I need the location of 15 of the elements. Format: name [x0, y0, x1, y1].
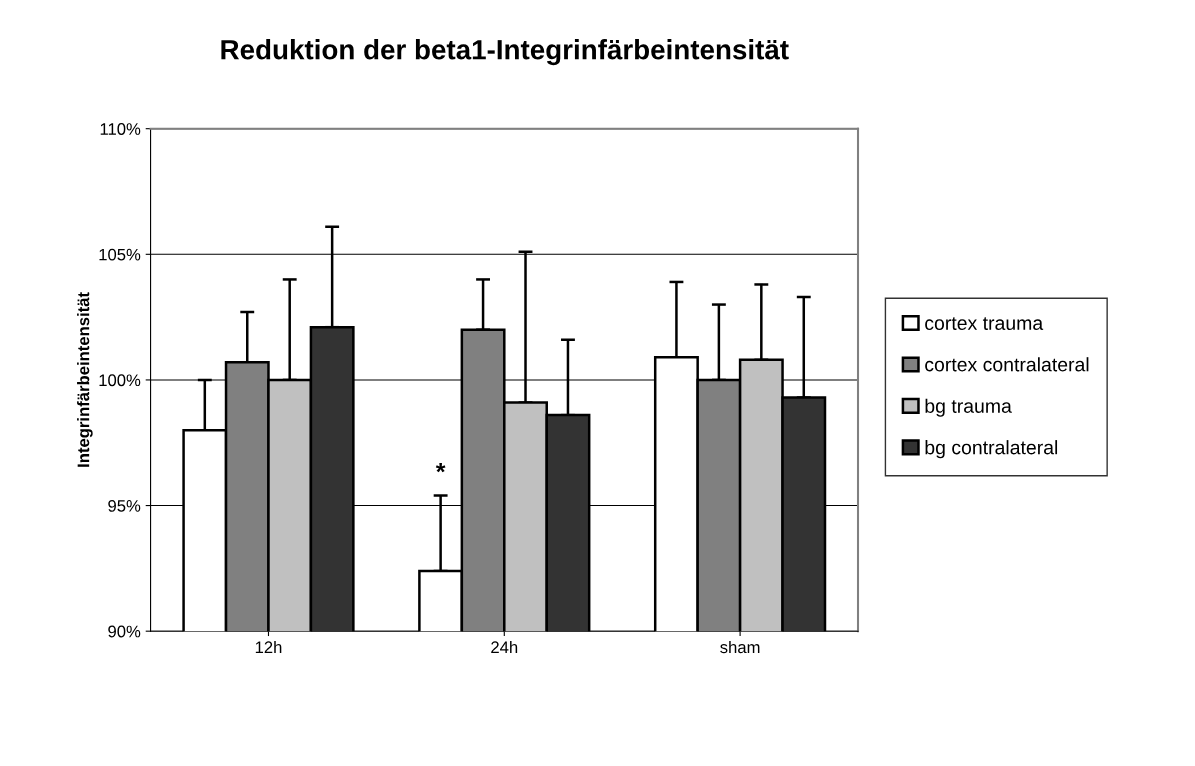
x-tick-label: 24h: [491, 640, 518, 653]
y-tick-label: 100%: [99, 374, 141, 387]
y-tick-label: 110%: [100, 123, 141, 135]
x-tick-label: 12h: [255, 640, 282, 653]
y-axis-title: Integrinfärbeintensität: [77, 292, 93, 467]
y-tick-label: 95%: [108, 499, 141, 512]
legend-label: cortex trauma: [925, 317, 1044, 330]
legend-label: bg trauma: [925, 398, 1012, 417]
x-tick-label: sham: [720, 640, 760, 654]
y-tick-label: 90%: [108, 625, 141, 638]
annotation: *: [435, 463, 446, 473]
legend-label: cortex contralateral: [925, 357, 1089, 372]
y-tick-label: 105%: [99, 248, 141, 261]
legend-label: bg contralateral: [925, 440, 1058, 459]
chart-title: Reduktion der beta1-Integrinfärbeintensität: [221, 39, 789, 66]
